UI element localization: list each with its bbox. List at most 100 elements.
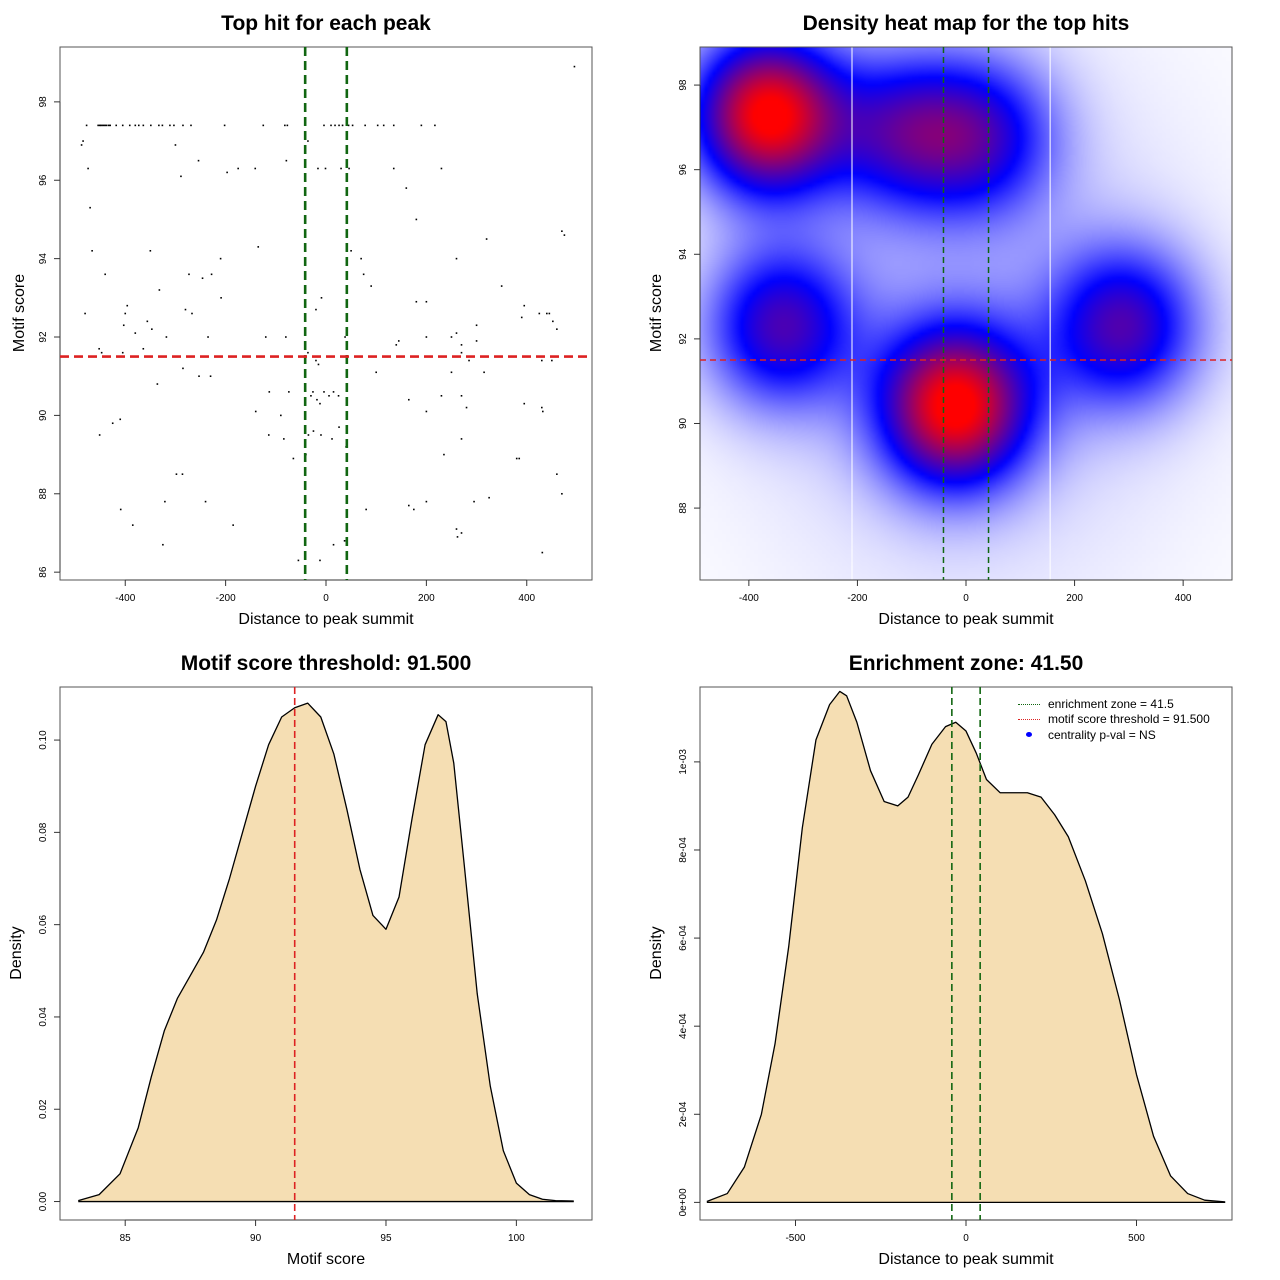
scatter-point <box>85 124 88 127</box>
y-tick-label: 0.04 <box>38 1007 49 1027</box>
scatter-point <box>173 124 175 127</box>
y-tick-label: 8e-04 <box>678 837 689 863</box>
scatter-point <box>450 336 453 338</box>
x-tick: -400 <box>739 580 759 604</box>
score-density-title: Motif score threshold: 91.500 <box>180 652 472 675</box>
scatter-point <box>468 359 470 362</box>
x-tick: 90 <box>250 1220 262 1244</box>
y-tick: 90 <box>678 417 700 429</box>
scatter-point <box>488 496 490 499</box>
x-tick-label: 100 <box>508 1233 525 1244</box>
scatter-point <box>460 395 463 397</box>
scatter-point <box>91 249 93 252</box>
scatter-point <box>191 312 193 315</box>
scatter-point <box>121 124 124 127</box>
scatter-point <box>323 124 325 127</box>
scatter-point <box>284 124 286 127</box>
scatter-point <box>397 340 400 342</box>
scatter-point <box>104 124 106 127</box>
y-tick-label: 0.08 <box>38 822 49 842</box>
y-tick: 86 <box>38 566 60 578</box>
scatter-point <box>340 167 342 170</box>
scatter-point <box>100 351 103 354</box>
scatter-title: Top hit for each peak <box>221 12 431 35</box>
scatter-point <box>316 398 318 401</box>
scatter-point <box>226 171 228 174</box>
scatter-point <box>332 391 335 393</box>
y-tick-label: 2e-04 <box>678 1101 689 1127</box>
scatter-point <box>310 395 312 397</box>
scatter-point <box>362 273 365 276</box>
scatter-point <box>149 249 152 252</box>
scatter-point <box>223 124 226 127</box>
scatter-point <box>475 340 478 342</box>
scatter-point <box>395 344 398 346</box>
y-tick: 92 <box>678 333 700 344</box>
scatter-point <box>254 410 257 413</box>
red-dotted-line-icon <box>1016 714 1048 724</box>
legend-item-centrality: centrality p-val = NS <box>1016 727 1210 743</box>
scatter-point <box>142 124 145 127</box>
scatter-point <box>267 434 270 436</box>
x-tick-label: 200 <box>418 593 435 604</box>
x-tick: 95 <box>380 1220 392 1244</box>
scatter-point <box>523 304 526 307</box>
x-tick: 500 <box>1128 1220 1145 1244</box>
x-tick: 400 <box>1175 580 1192 604</box>
x-tick: 0 <box>963 1220 969 1244</box>
scatter-point <box>338 124 340 127</box>
scatter-point <box>485 238 488 240</box>
scatter-point <box>408 398 410 401</box>
scatter-point <box>455 257 458 260</box>
x-tick: 100 <box>508 1220 525 1244</box>
scatter-point <box>460 438 463 440</box>
scatter-point <box>307 140 309 142</box>
score-density-xlabel: Motif score <box>286 1251 366 1268</box>
distance-density-title: Enrichment zone: 41.50 <box>848 652 1084 675</box>
scatter-point <box>80 144 83 146</box>
scatter-point <box>101 124 103 127</box>
scatter-point <box>343 540 346 542</box>
y-tick-label: 96 <box>38 174 49 186</box>
legend-item-enrichment-zone: enrichment zone = 41.5 <box>1016 696 1210 712</box>
scatter-point <box>98 434 101 436</box>
scatter-point <box>257 246 260 248</box>
scatter-point <box>164 500 166 503</box>
scatter-point <box>460 344 463 346</box>
scatter-point <box>520 316 523 319</box>
scatter-point <box>115 124 118 127</box>
score-density-plot: 85 90 95 100 0.00 0.02 0.04 0.06 0.08 0.10 <box>38 686 593 1244</box>
scatter-point <box>344 336 346 338</box>
scatter-point <box>323 391 325 393</box>
y-tick-label: 0.00 <box>38 1191 49 1211</box>
scatter-point <box>415 300 418 303</box>
scatter-point <box>538 312 541 315</box>
scatter-point <box>268 391 271 393</box>
scatter-point <box>320 297 323 299</box>
scatter-point <box>158 289 161 291</box>
scatter-point <box>188 273 190 276</box>
x-tick-label: -200 <box>847 593 867 604</box>
y-tick: 6e-04 <box>678 925 700 951</box>
scatter-point <box>254 167 257 170</box>
y-tick-label: 1e-03 <box>678 749 689 775</box>
scatter-point <box>455 332 458 334</box>
legend-label: enrichment zone = 41.5 <box>1048 696 1174 711</box>
scatter-point <box>375 371 377 374</box>
x-tick-label: -200 <box>216 593 236 604</box>
scatter-point <box>542 410 544 413</box>
blue-dot-icon <box>1016 730 1048 740</box>
scatter-point <box>174 144 177 146</box>
x-tick-label: -400 <box>739 593 759 604</box>
scatter-point <box>319 559 321 562</box>
scatter-point <box>556 473 558 475</box>
scatter-point <box>332 543 335 546</box>
x-tick: 400 <box>518 580 536 604</box>
x-tick-label: 500 <box>1128 1233 1145 1244</box>
scatter-point <box>455 528 458 530</box>
heatmap-plot: -400 -200 0 200 400 88 90 92 94 96 98 <box>678 46 1233 604</box>
scatter-point <box>87 167 89 170</box>
scatter-point <box>348 167 350 170</box>
scatter-point <box>156 383 159 385</box>
scatter-point <box>443 453 445 456</box>
